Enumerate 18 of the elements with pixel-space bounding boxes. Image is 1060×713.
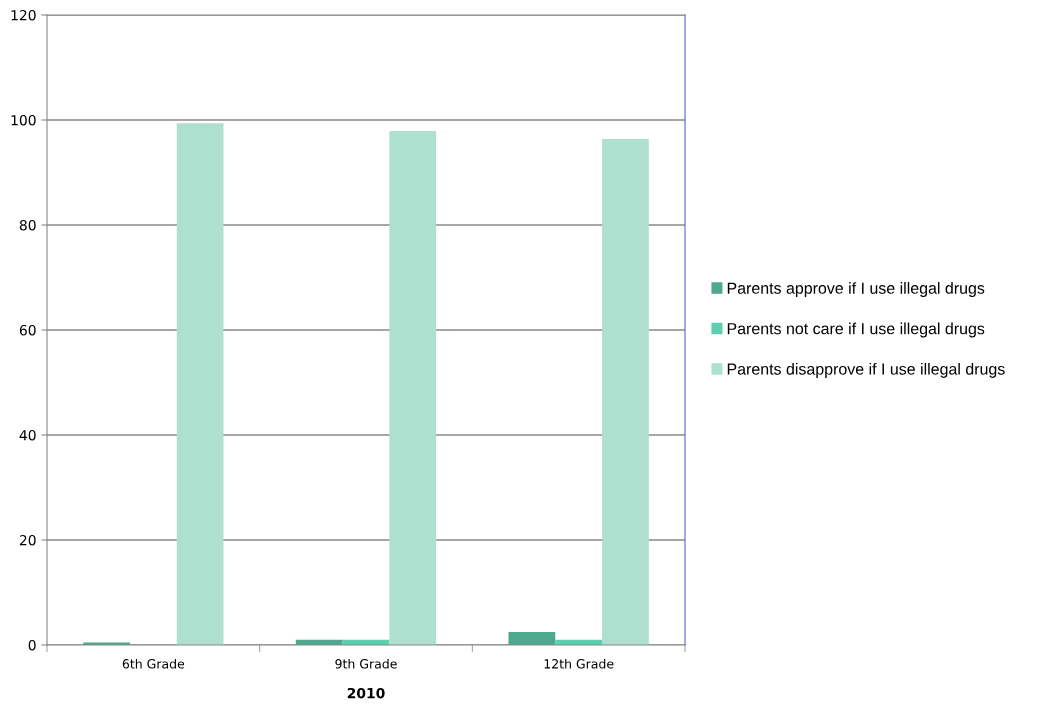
bar: [602, 138, 649, 645]
y-tick-label: 80: [19, 219, 36, 231]
bar: [508, 631, 556, 645]
x-axis-title: 2010: [347, 687, 385, 699]
y-tick-label: 100: [11, 114, 36, 126]
x-tick-label: 9th Grade: [335, 658, 397, 669]
x-tick-label: 12th Grade: [544, 658, 614, 669]
legend-label: Parents not care if I use illegal drugs: [727, 322, 985, 338]
y-tick-label: 20: [19, 534, 36, 546]
y-tick-label: 0: [28, 639, 36, 651]
y-tick-label: 40: [19, 429, 36, 441]
y-tick-label: 120: [11, 9, 36, 21]
legend-label: Parents approve if I use illegal drugs: [727, 282, 985, 297]
bar: [176, 123, 224, 645]
x-tick-label: 6th Grade: [122, 658, 185, 669]
y-tick-label: 60: [19, 324, 36, 336]
legend-label: Parents disapprove if I use illegal drugs: [727, 363, 1005, 378]
bar: [389, 131, 437, 645]
